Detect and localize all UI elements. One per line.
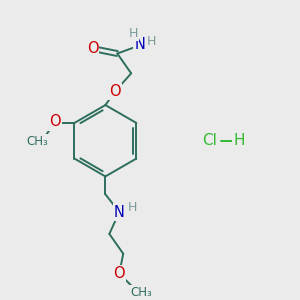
Text: H: H bbox=[128, 201, 137, 214]
Text: N: N bbox=[114, 205, 125, 220]
Text: O: O bbox=[87, 41, 98, 56]
Text: O: O bbox=[49, 114, 61, 129]
Text: CH₃: CH₃ bbox=[26, 135, 48, 148]
Text: Cl: Cl bbox=[202, 133, 217, 148]
Text: N: N bbox=[135, 37, 146, 52]
Text: H: H bbox=[128, 27, 138, 40]
Text: CH₃: CH₃ bbox=[130, 286, 152, 299]
Text: O: O bbox=[110, 84, 121, 99]
Text: H: H bbox=[146, 35, 156, 48]
Text: O: O bbox=[113, 266, 125, 281]
Text: H: H bbox=[233, 133, 245, 148]
